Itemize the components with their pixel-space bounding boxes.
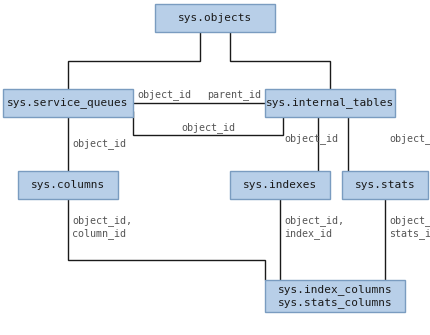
Text: object_id: object_id [283, 134, 337, 144]
FancyBboxPatch shape [18, 171, 118, 199]
Text: sys.stats: sys.stats [354, 180, 415, 190]
Text: object_id,
index_id: object_id, index_id [283, 215, 343, 239]
Text: sys.internal_tables: sys.internal_tables [265, 97, 393, 109]
Text: sys.objects: sys.objects [178, 13, 252, 23]
FancyBboxPatch shape [230, 171, 329, 199]
Text: sys.index_columns
sys.stats_columns: sys.index_columns sys.stats_columns [277, 284, 391, 308]
Text: object_id,
column_id: object_id, column_id [72, 215, 132, 239]
Text: sys.columns: sys.columns [31, 180, 105, 190]
FancyBboxPatch shape [264, 280, 404, 312]
Text: object_id: object_id [137, 89, 190, 100]
Text: sys.indexes: sys.indexes [243, 180, 316, 190]
Text: parent_id: parent_id [206, 89, 261, 100]
Text: object_id: object_id [72, 139, 126, 149]
FancyBboxPatch shape [264, 89, 394, 117]
Text: sys.service_queues: sys.service_queues [7, 97, 129, 109]
Text: object_id: object_id [181, 122, 234, 133]
Text: object_id: object_id [388, 134, 430, 144]
FancyBboxPatch shape [341, 171, 427, 199]
Text: object_id,
stats_id: object_id, stats_id [388, 215, 430, 239]
FancyBboxPatch shape [155, 4, 274, 32]
FancyBboxPatch shape [3, 89, 133, 117]
